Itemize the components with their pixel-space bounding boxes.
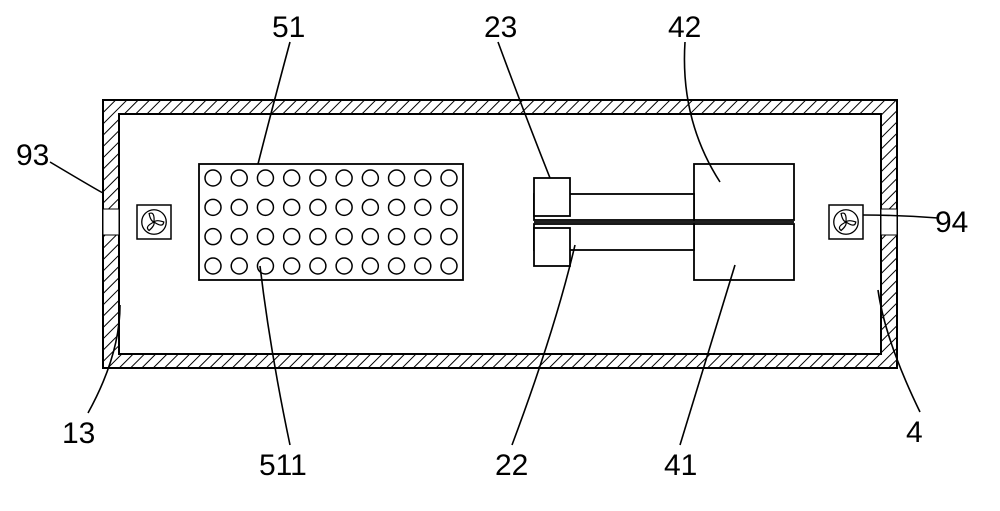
grid-hole bbox=[441, 258, 457, 274]
grid-hole bbox=[362, 258, 378, 274]
grid-hole bbox=[310, 229, 326, 245]
label-13: 13 bbox=[62, 417, 95, 450]
grid-hole bbox=[389, 258, 405, 274]
label-93-leader bbox=[50, 162, 103, 193]
grid-hole bbox=[231, 229, 247, 245]
label-511: 511 bbox=[259, 449, 307, 482]
grid-hole bbox=[284, 229, 300, 245]
label-93: 93 bbox=[16, 139, 49, 172]
label-23: 23 bbox=[484, 11, 517, 44]
grid-hole bbox=[257, 258, 273, 274]
grid-hole bbox=[257, 170, 273, 186]
part-42-lower bbox=[694, 224, 794, 280]
grid-hole bbox=[362, 170, 378, 186]
grid-hole bbox=[415, 170, 431, 186]
technical-diagram: 4 13 22 23 41 42 51 93 94 511 bbox=[0, 0, 1000, 511]
grid-hole bbox=[257, 199, 273, 215]
grid-hole bbox=[389, 199, 405, 215]
hole-grid-frame bbox=[199, 164, 463, 280]
label-94: 94 bbox=[935, 206, 968, 239]
grid-hole bbox=[257, 229, 273, 245]
grid-hole bbox=[336, 170, 352, 186]
grid-hole bbox=[415, 258, 431, 274]
grid-hole bbox=[441, 229, 457, 245]
vent-right bbox=[881, 209, 897, 235]
grid-hole bbox=[205, 258, 221, 274]
grid-hole bbox=[389, 170, 405, 186]
label-51: 51 bbox=[272, 11, 305, 44]
grid-hole bbox=[205, 229, 221, 245]
grid-hole bbox=[441, 199, 457, 215]
grid-hole bbox=[231, 170, 247, 186]
grid-hole bbox=[441, 170, 457, 186]
grid-hole bbox=[415, 229, 431, 245]
grid-hole bbox=[284, 170, 300, 186]
grid-hole bbox=[231, 258, 247, 274]
vent-left bbox=[103, 209, 119, 235]
grid-hole bbox=[336, 199, 352, 215]
label-41: 41 bbox=[664, 449, 697, 482]
grid-hole bbox=[205, 199, 221, 215]
label-42: 42 bbox=[668, 11, 701, 44]
label-94-leader bbox=[863, 215, 938, 218]
part-23-end bbox=[534, 178, 570, 216]
grid-hole bbox=[310, 199, 326, 215]
grid-hole bbox=[205, 170, 221, 186]
part-42-upper bbox=[694, 164, 794, 220]
grid-hole bbox=[362, 199, 378, 215]
grid-hole bbox=[231, 199, 247, 215]
grid-hole bbox=[284, 258, 300, 274]
part-22-end bbox=[534, 228, 570, 266]
label-22: 22 bbox=[495, 449, 528, 482]
label-22-leader bbox=[512, 245, 575, 445]
grid-hole bbox=[284, 199, 300, 215]
grid-hole bbox=[336, 229, 352, 245]
label-4: 4 bbox=[906, 416, 923, 449]
grid-hole bbox=[310, 258, 326, 274]
grid-hole bbox=[362, 229, 378, 245]
grid-hole bbox=[389, 229, 405, 245]
grid-hole bbox=[310, 170, 326, 186]
grid-hole bbox=[415, 199, 431, 215]
grid-hole bbox=[336, 258, 352, 274]
